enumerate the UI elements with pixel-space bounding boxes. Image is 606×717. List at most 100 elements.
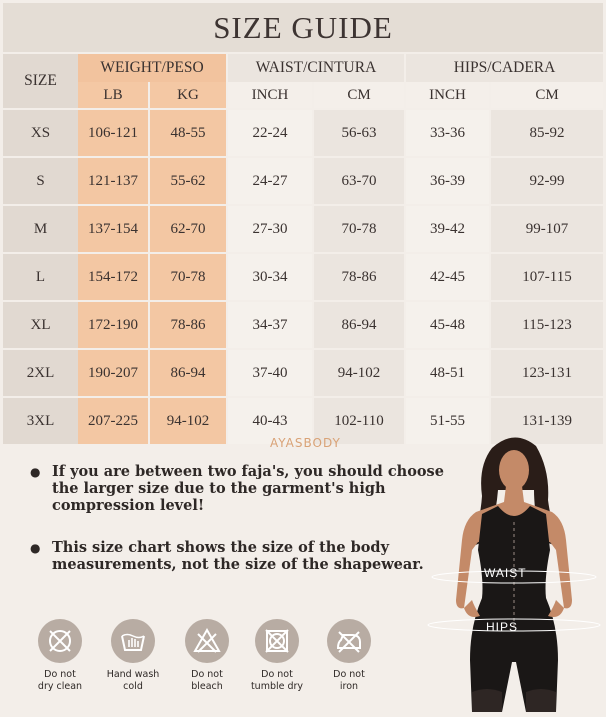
size-cell: 2XL xyxy=(3,348,78,396)
bullet-icon: ● xyxy=(30,465,41,479)
table-row: XL 172-190 78-86 34-37 86-94 45-48 115-123 xyxy=(3,300,604,348)
care-label-line2: bleach xyxy=(191,681,223,692)
value-cell: 123-131 xyxy=(489,348,604,396)
value-cell: 86-94 xyxy=(312,300,405,348)
value-cell: 115-123 xyxy=(489,300,604,348)
size-cell: S xyxy=(3,156,78,204)
value-cell: 51-55 xyxy=(404,396,490,444)
value-cell: 36-39 xyxy=(404,156,490,204)
table-row: M 137-154 62-70 27-30 70-78 39-42 99-107 xyxy=(3,204,604,252)
value-cell: 94-102 xyxy=(312,348,405,396)
value-cell: 92-99 xyxy=(489,156,604,204)
table-row: 3XL 207-225 94-102 40-43 102-110 51-55 131-139 xyxy=(3,396,604,444)
value-cell: 106-121 xyxy=(78,108,148,156)
value-cell: 131-139 xyxy=(489,396,604,444)
page-title: SIZE GUIDE xyxy=(3,3,603,52)
size-cell: L xyxy=(3,252,78,300)
model-photo: WAIST HIPS xyxy=(422,430,606,712)
value-cell: 22-24 xyxy=(226,108,313,156)
model-silhouette-illustration xyxy=(427,437,601,712)
note-text: This size chart shows the size of the bo… xyxy=(52,539,424,573)
value-cell: 27-30 xyxy=(226,204,313,252)
care-item-bleach: Do not bleach xyxy=(172,619,242,693)
size-cell: 3XL xyxy=(3,396,78,444)
value-cell: 24-27 xyxy=(226,156,313,204)
no-dry-clean-icon xyxy=(38,619,82,663)
value-cell: 154-172 xyxy=(78,252,148,300)
care-item-iron: Do not iron xyxy=(314,619,384,693)
value-cell: 99-107 xyxy=(489,204,604,252)
care-label-line1: Do not xyxy=(44,669,76,680)
hips-cm-header: CM xyxy=(489,82,604,108)
lb-unit-header: LB xyxy=(78,82,148,108)
value-cell: 55-62 xyxy=(148,156,227,204)
value-cell: 70-78 xyxy=(148,252,227,300)
value-cell: 39-42 xyxy=(404,204,490,252)
note-item: ● This size chart shows the size of the … xyxy=(30,539,450,573)
note-item: ● If you are between two faja's, you sho… xyxy=(30,463,450,514)
waist-label: WAIST xyxy=(484,566,527,580)
value-cell: 121-137 xyxy=(78,156,148,204)
value-cell: 85-92 xyxy=(489,108,604,156)
care-item-dry-clean: Do not dry clean xyxy=(25,619,95,693)
value-cell: 78-86 xyxy=(148,300,227,348)
care-label-line1: Do not xyxy=(333,669,365,680)
size-cell: M xyxy=(3,204,78,252)
value-cell: 30-34 xyxy=(226,252,313,300)
value-cell: 37-40 xyxy=(226,348,313,396)
care-label-line1: Do not xyxy=(261,669,293,680)
value-cell: 56-63 xyxy=(312,108,405,156)
value-cell: 45-48 xyxy=(404,300,490,348)
waist-cm-header: CM xyxy=(312,82,405,108)
table-row: S 121-137 55-62 24-27 63-70 36-39 92-99 xyxy=(3,156,604,204)
table-row: L 154-172 70-78 30-34 78-86 42-45 107-115 xyxy=(3,252,604,300)
value-cell: 40-43 xyxy=(226,396,313,444)
value-cell: 86-94 xyxy=(148,348,227,396)
value-cell: 190-207 xyxy=(78,348,148,396)
table-row: 2XL 190-207 86-94 37-40 94-102 48-51 123-131 xyxy=(3,348,604,396)
care-label-line2: tumble dry xyxy=(250,681,304,692)
value-cell: 102-110 xyxy=(312,396,405,444)
hips-inch-header: INCH xyxy=(404,82,490,108)
value-cell: 48-55 xyxy=(148,108,227,156)
value-cell: 78-86 xyxy=(312,252,405,300)
value-cell: 94-102 xyxy=(148,396,227,444)
waist-group-header: WAIST/CINTURA xyxy=(226,54,405,82)
size-cell: XL xyxy=(3,300,78,348)
care-label-line1: Do not xyxy=(191,669,223,680)
value-cell: 34-37 xyxy=(226,300,313,348)
care-label-line2: dry clean xyxy=(37,681,83,692)
value-cell: 48-51 xyxy=(404,348,490,396)
no-bleach-icon xyxy=(185,619,229,663)
weight-group-header: WEIGHT/PESO xyxy=(78,54,227,82)
note-text: If you are between two faja's, you shoul… xyxy=(52,463,444,514)
value-cell: 63-70 xyxy=(312,156,405,204)
bullet-icon: ● xyxy=(30,541,41,555)
value-cell: 62-70 xyxy=(148,204,227,252)
size-column-header: SIZE xyxy=(3,54,78,108)
care-label-line2: iron xyxy=(339,681,359,692)
value-cell: 172-190 xyxy=(78,300,148,348)
no-iron-icon xyxy=(327,619,371,663)
no-tumble-dry-icon xyxy=(255,619,299,663)
brand-watermark: AYASBODY xyxy=(270,436,341,450)
value-cell: 33-36 xyxy=(404,108,490,156)
size-cell: XS xyxy=(3,108,78,156)
hand-wash-icon xyxy=(111,619,155,663)
care-label-line1: Hand wash xyxy=(106,669,160,680)
value-cell: 207-225 xyxy=(78,396,148,444)
value-cell: 42-45 xyxy=(404,252,490,300)
table-row: XS 106-121 48-55 22-24 56-63 33-36 85-92 xyxy=(3,108,604,156)
hips-label: HIPS xyxy=(486,620,519,634)
hips-group-header: HIPS/CADERA xyxy=(404,54,604,82)
kg-unit-header: KG xyxy=(148,82,227,108)
care-item-hand-wash: Hand wash cold xyxy=(98,619,168,693)
waist-inch-header: INCH xyxy=(226,82,313,108)
care-label-line2: cold xyxy=(123,681,143,692)
value-cell: 70-78 xyxy=(312,204,405,252)
value-cell: 107-115 xyxy=(489,252,604,300)
value-cell: 137-154 xyxy=(78,204,148,252)
size-table: SIZE WEIGHT/PESO WAIST/CINTURA HIPS/CADE… xyxy=(3,54,604,444)
care-item-tumble-dry: Do not tumble dry xyxy=(242,619,312,693)
